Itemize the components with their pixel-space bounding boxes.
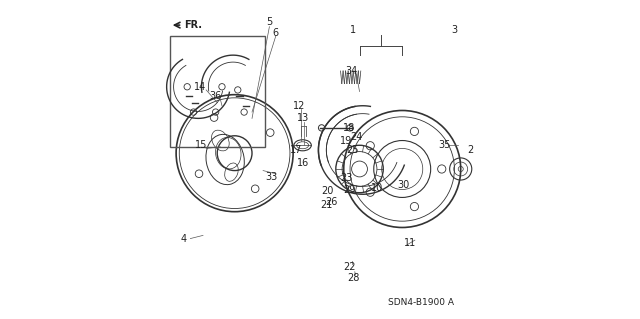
Text: 16: 16 bbox=[297, 158, 309, 168]
Text: 28: 28 bbox=[347, 273, 360, 283]
Text: 24: 24 bbox=[350, 132, 362, 142]
Text: 33: 33 bbox=[265, 172, 277, 182]
Text: 11: 11 bbox=[404, 238, 416, 248]
Text: 25: 25 bbox=[346, 145, 359, 155]
Text: 35: 35 bbox=[439, 140, 451, 150]
Text: 22: 22 bbox=[343, 262, 356, 272]
Text: 15: 15 bbox=[195, 140, 207, 150]
Text: 5: 5 bbox=[266, 17, 273, 27]
Text: 26: 26 bbox=[326, 197, 338, 207]
Text: 20: 20 bbox=[321, 186, 333, 196]
Text: 17: 17 bbox=[290, 145, 303, 155]
Text: FR.: FR. bbox=[184, 20, 202, 30]
Text: 34: 34 bbox=[345, 66, 357, 76]
Text: 6: 6 bbox=[273, 28, 279, 38]
Text: 36: 36 bbox=[209, 91, 222, 101]
Text: 4: 4 bbox=[180, 234, 186, 243]
Text: 30: 30 bbox=[397, 180, 410, 190]
Text: 14: 14 bbox=[194, 82, 206, 92]
Text: 12: 12 bbox=[293, 101, 306, 111]
Text: 13: 13 bbox=[296, 113, 308, 123]
Text: SDN4-B1900 A: SDN4-B1900 A bbox=[388, 298, 454, 307]
Text: 19: 19 bbox=[339, 136, 352, 145]
Text: 10: 10 bbox=[371, 183, 383, 193]
Text: 2: 2 bbox=[467, 145, 474, 155]
Text: 29: 29 bbox=[344, 184, 356, 195]
Text: 21: 21 bbox=[320, 200, 333, 210]
Text: 18: 18 bbox=[343, 123, 355, 133]
Text: 1: 1 bbox=[349, 25, 356, 35]
Text: 23: 23 bbox=[340, 174, 353, 183]
Text: 3: 3 bbox=[451, 25, 458, 35]
